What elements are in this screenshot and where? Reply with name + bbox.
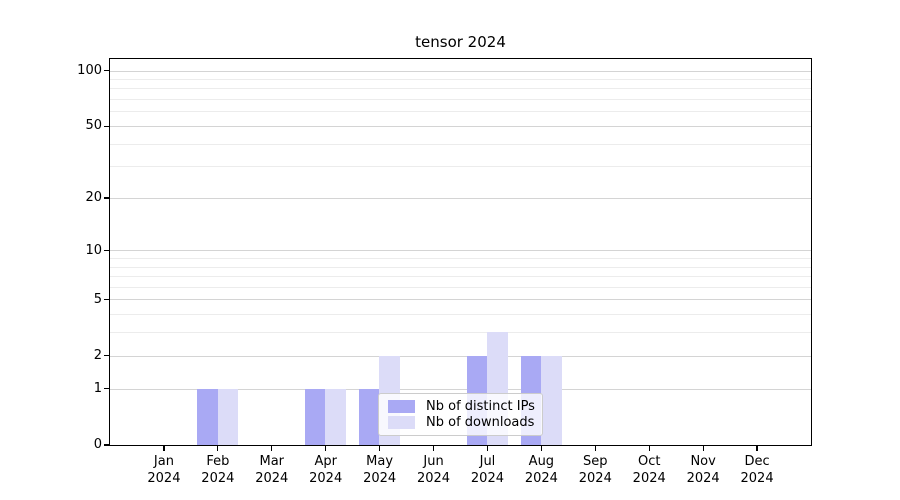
y-tick-label: 5 — [93, 291, 102, 307]
major-gridline — [109, 250, 811, 252]
minor-gridline — [109, 258, 811, 260]
x-tick-year: 2024 — [470, 471, 504, 486]
minor-gridline — [109, 88, 811, 90]
minor-gridline — [109, 99, 811, 101]
x-tick-year: 2024 — [416, 471, 451, 486]
x-tick-month: Mar — [259, 454, 285, 469]
x-tick-month: Nov — [690, 454, 716, 469]
legend-item-downloads: Nb of downloads — [388, 415, 535, 430]
y-tick-mark — [103, 444, 110, 446]
x-tick-mark — [325, 446, 327, 451]
x-tick-label: Aug 2024 — [509, 453, 573, 487]
minor-gridline — [109, 143, 811, 145]
x-tick-mark — [271, 446, 273, 451]
x-tick-month: Sep — [583, 454, 608, 469]
y-tick-mark — [103, 70, 110, 72]
x-tick-month: Apr — [314, 454, 337, 469]
major-gridline — [109, 355, 811, 357]
x-tick-month: Jan — [153, 454, 174, 469]
minor-gridline — [109, 286, 811, 288]
bar-downloads-aug — [541, 355, 562, 445]
x-tick-month: Jun — [423, 454, 444, 469]
x-tick-year: 2024 — [255, 471, 289, 486]
x-tick-year: 2024 — [740, 471, 774, 486]
x-tick-mark — [702, 446, 704, 451]
y-tick-label: 50 — [85, 118, 102, 134]
y-tick-mark — [103, 388, 110, 390]
bar-ips-apr — [304, 388, 326, 445]
x-tick-month: Dec — [744, 454, 770, 469]
x-tick-mark — [540, 446, 542, 451]
y-tick-mark — [103, 197, 110, 199]
y-tick-mark — [103, 125, 110, 127]
x-tick-year: 2024 — [309, 471, 343, 486]
bar-ips-feb — [197, 388, 218, 445]
x-tick-year: 2024 — [578, 471, 612, 486]
x-tick-label: May 2024 — [348, 453, 412, 487]
y-tick-mark — [103, 249, 110, 252]
x-tick-label: Jul 2024 — [455, 453, 519, 487]
x-tick-year: 2024 — [686, 471, 720, 486]
minor-gridline — [109, 166, 811, 168]
x-tick-label: Oct 2024 — [617, 453, 681, 487]
x-tick-mark — [217, 446, 219, 451]
minor-gridline — [109, 332, 811, 334]
major-gridline — [109, 70, 811, 72]
x-tick-year: 2024 — [632, 471, 666, 486]
minor-gridline — [109, 111, 811, 113]
y-tick-mark — [103, 299, 110, 301]
x-tick-mark — [486, 446, 489, 451]
x-tick-mark — [432, 446, 435, 451]
x-tick-mark — [163, 446, 165, 451]
legend-label-downloads: Nb of downloads — [426, 415, 535, 430]
legend-item-distinct-ips: Nb of distinct IPs — [388, 399, 535, 414]
x-tick-month: Jul — [479, 454, 496, 469]
x-tick-mark — [756, 446, 758, 451]
legend-label-distinct-ips: Nb of distinct IPs — [426, 399, 535, 414]
minor-gridline — [109, 78, 811, 80]
y-tick-label: 0 — [93, 437, 102, 452]
minor-gridline — [109, 276, 811, 278]
x-tick-year: 2024 — [201, 471, 235, 486]
chart-title: tensor 2024 — [415, 33, 506, 51]
legend-swatch-downloads — [388, 416, 415, 429]
major-gridline — [109, 388, 811, 390]
x-tick-label: Apr 2024 — [294, 453, 358, 487]
legend-swatch-distinct-ips — [388, 400, 415, 413]
bar-ips-may — [358, 388, 380, 445]
major-gridline — [109, 299, 811, 301]
x-tick-mark — [648, 446, 650, 451]
x-tick-label: Nov 2024 — [671, 453, 735, 487]
x-tick-label: Jan 2024 — [132, 453, 196, 487]
plot-area — [108, 58, 812, 446]
major-gridline — [109, 197, 811, 199]
x-tick-label: Dec 2024 — [725, 453, 789, 487]
x-tick-year: 2024 — [147, 471, 181, 486]
legend: Nb of distinct IPs Nb of downloads — [378, 393, 543, 436]
x-tick-label: Jun 2024 — [402, 453, 466, 487]
x-tick-label: Feb 2024 — [186, 453, 250, 487]
y-tick-label: 100 — [77, 62, 102, 78]
x-tick-year: 2024 — [363, 471, 397, 486]
x-tick-month: Aug — [528, 454, 555, 469]
x-tick-month: Feb — [206, 454, 230, 469]
major-gridline — [109, 125, 811, 127]
y-tick-label: 20 — [85, 190, 102, 206]
x-tick-month: Oct — [637, 454, 661, 469]
x-tick-label: Mar 2024 — [240, 453, 304, 487]
y-tick-label: 1 — [93, 380, 102, 396]
x-tick-mark — [379, 446, 381, 451]
x-tick-month: May — [366, 454, 394, 469]
x-tick-label: Sep 2024 — [563, 453, 627, 487]
y-tick-mark — [103, 355, 110, 357]
minor-gridline — [109, 266, 811, 268]
y-tick-label: 10 — [85, 242, 102, 258]
minor-gridline — [109, 314, 811, 316]
x-tick-year: 2024 — [524, 471, 558, 486]
bar-downloads-feb — [217, 388, 239, 445]
bar-downloads-apr — [325, 388, 346, 445]
x-tick-mark — [594, 446, 596, 451]
y-tick-label: 2 — [93, 347, 102, 363]
